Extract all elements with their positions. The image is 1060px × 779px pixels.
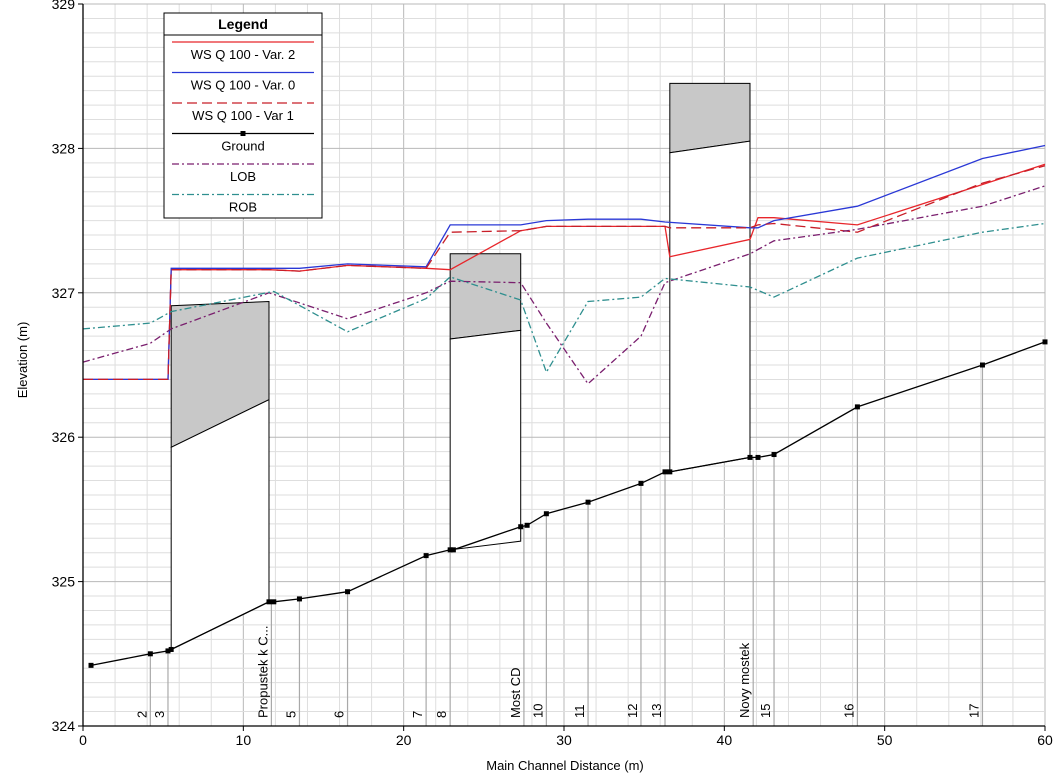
legend-entry-label: LOB <box>230 169 256 184</box>
cross-section-label: 8 <box>434 711 449 718</box>
cross-section-label: 3 <box>152 711 167 718</box>
ground-point <box>450 547 456 553</box>
legend-entry-label: WS Q 100 - Var. 0 <box>191 78 296 93</box>
x-tick-label: 60 <box>1037 732 1053 748</box>
y-tick-label: 328 <box>52 140 76 156</box>
ground-point <box>755 454 761 460</box>
ground-point <box>667 469 673 475</box>
legend-title: Legend <box>218 16 268 32</box>
series-line <box>83 163 1046 381</box>
ground-point <box>147 651 153 657</box>
ground-point <box>345 589 351 595</box>
x-tick-label: 20 <box>396 732 412 748</box>
legend-entry-label: Ground <box>221 139 264 154</box>
ground-point <box>524 522 530 528</box>
y-tick-label: 329 <box>52 0 76 12</box>
cross-section-label: 16 <box>841 704 856 718</box>
cross-section-label: 12 <box>625 704 640 718</box>
x-tick-label: 10 <box>236 732 252 748</box>
cross-section-label: 7 <box>410 711 425 718</box>
ground-point <box>518 524 524 530</box>
ground-point <box>1042 339 1048 345</box>
legend-entry-label: WS Q 100 - Var 1 <box>192 108 294 123</box>
legend: Legend WS Q 100 - Var. 2 WS Q 100 - Var. 0… <box>163 12 323 219</box>
cross-section-label: 17 <box>966 704 981 718</box>
bridge-deck <box>669 82 751 154</box>
cross-section-label: Novy mostek <box>737 642 752 718</box>
cross-section-label: 15 <box>758 704 773 718</box>
ground-point <box>266 599 272 605</box>
cross-section-label: 13 <box>649 704 664 718</box>
y-tick-label: 327 <box>52 285 76 301</box>
series-line <box>90 341 1046 667</box>
bridge-structures <box>170 82 751 651</box>
cross-section-label: 11 <box>572 705 587 719</box>
ground-point <box>771 452 777 458</box>
series-lines <box>82 144 1048 668</box>
cross-section-label: 5 <box>283 711 298 718</box>
ground-point <box>168 646 174 652</box>
ground-point <box>979 362 985 368</box>
ground-point <box>747 454 753 460</box>
y-axis-title: Elevation (m) <box>15 322 30 399</box>
ground-point <box>585 499 591 505</box>
legend-entry-label: ROB <box>229 200 257 215</box>
series-line <box>83 165 1046 381</box>
ground-point <box>447 547 453 553</box>
x-axis-title: Main Channel Distance (m) <box>486 758 644 773</box>
cross-section-label: 6 <box>332 711 347 718</box>
ground-point <box>88 662 94 668</box>
ground-point <box>543 511 549 517</box>
ground-point <box>662 469 668 475</box>
cross-section-label: 10 <box>530 704 545 718</box>
x-tick-label: 40 <box>717 732 733 748</box>
y-tick-label: 324 <box>52 718 76 734</box>
y-tick-label: 326 <box>52 429 76 445</box>
cross-section-label: 2 <box>134 711 149 718</box>
x-tick-label: 0 <box>79 732 87 748</box>
x-tick-label: 30 <box>556 732 572 748</box>
x-tick-label: 50 <box>877 732 893 748</box>
ground-point <box>423 553 429 559</box>
ground-point <box>854 404 860 410</box>
series-line <box>82 222 1046 374</box>
ground-point <box>165 648 171 654</box>
series-line <box>83 144 1046 381</box>
legend-entry-label: WS Q 100 - Var. 2 <box>191 47 296 62</box>
ground-point <box>296 596 302 602</box>
bridge-opening <box>669 140 751 473</box>
series-line <box>82 185 1046 385</box>
cross-section-markers: 2 3 Propustek k C... 5 6 7 8 Most CD 10 11 12 13 Nov… <box>134 365 984 726</box>
cross-section-label: Propustek k C... <box>255 626 270 718</box>
legend-marker <box>240 131 246 136</box>
y-tick-label: 325 <box>52 574 76 590</box>
ground-point <box>271 599 277 605</box>
bridge-opening <box>449 329 522 551</box>
legend-box <box>163 12 323 219</box>
ground-point <box>638 480 644 486</box>
cross-section-label: Most CD <box>508 667 523 718</box>
